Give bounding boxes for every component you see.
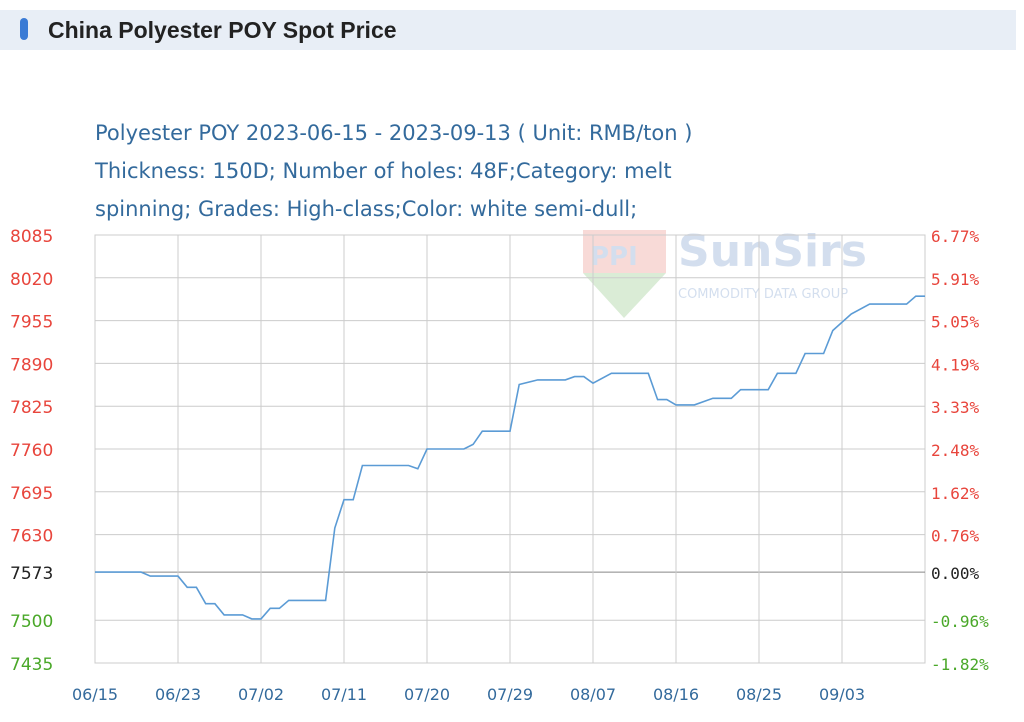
y-tick-label: 7573 [10,564,53,584]
chart-header-line-3: spinning; Grades: High-class;Color: whit… [95,197,638,221]
chart-header-line-1: Polyester POY 2023-06-15 - 2023-09-13 ( … [95,121,693,145]
pct-tick-label: 5.05% [931,313,980,332]
watermark-tagline: COMMODITY DATA GROUP [678,287,848,302]
bottom-axis-labels: 06/15 06/23 07/02 07/11 07/20 07/29 08/07 08/16… [72,685,865,704]
page-title-bar: China Polyester POY Spot Price [0,10,1016,50]
x-tick-label: 08/07 [570,685,616,704]
y-tick-label: 8020 [10,270,53,290]
x-tick-label: 06/15 [72,685,118,704]
pct-tick-label: -0.96% [931,612,989,631]
series-layer [95,295,925,620]
page-title: China Polyester POY Spot Price [48,17,397,43]
pct-tick-label: 2.48% [931,441,980,460]
y-tick-label: 7695 [10,484,53,504]
left-axis-labels: 8085 8020 7955 7890 7825 7760 7695 7630 7573 7500… [10,227,53,675]
pct-tick-label: 4.19% [931,355,980,374]
x-tick-label: 09/03 [819,685,865,704]
x-tick-label: 07/29 [487,685,533,704]
pct-tick-label: 6.77% [931,227,980,246]
x-tick-label: 08/16 [653,685,699,704]
svg-text:PPI: PPI [590,242,638,272]
y-tick-label: 8085 [10,227,53,247]
x-tick-label: 07/11 [321,685,367,704]
y-tick-label: 7825 [10,398,53,418]
title-marker-icon [20,18,28,40]
grid-layer [94,234,926,664]
pct-tick-label: 5.91% [931,270,980,289]
chart-header-line-2: Thickness: 150D; Number of holes: 48F;Ca… [95,159,672,183]
x-tick-label: 07/20 [404,685,450,704]
pct-tick-label: -1.82% [931,655,989,674]
y-tick-label: 7630 [10,527,53,547]
x-tick-label: 07/02 [238,685,284,704]
x-tick-label: 06/23 [155,685,201,704]
pct-tick-label: 1.62% [931,484,980,503]
y-tick-label: 7435 [10,655,53,675]
x-tick-label: 08/25 [736,685,782,704]
y-tick-label: 7890 [10,355,53,375]
price-series-line [95,295,925,620]
pct-tick-label: 3.33% [931,398,980,417]
y-tick-label: 7760 [10,441,53,461]
y-tick-label: 7500 [10,612,53,632]
right-axis-labels: 6.77% 5.91% 5.05% 4.19% 3.33% 2.48% 1.62% 0.76%… [931,227,989,674]
pct-tick-label: 0.00% [931,564,980,583]
y-tick-label: 7955 [10,313,53,333]
pct-tick-label: 0.76% [931,527,980,546]
